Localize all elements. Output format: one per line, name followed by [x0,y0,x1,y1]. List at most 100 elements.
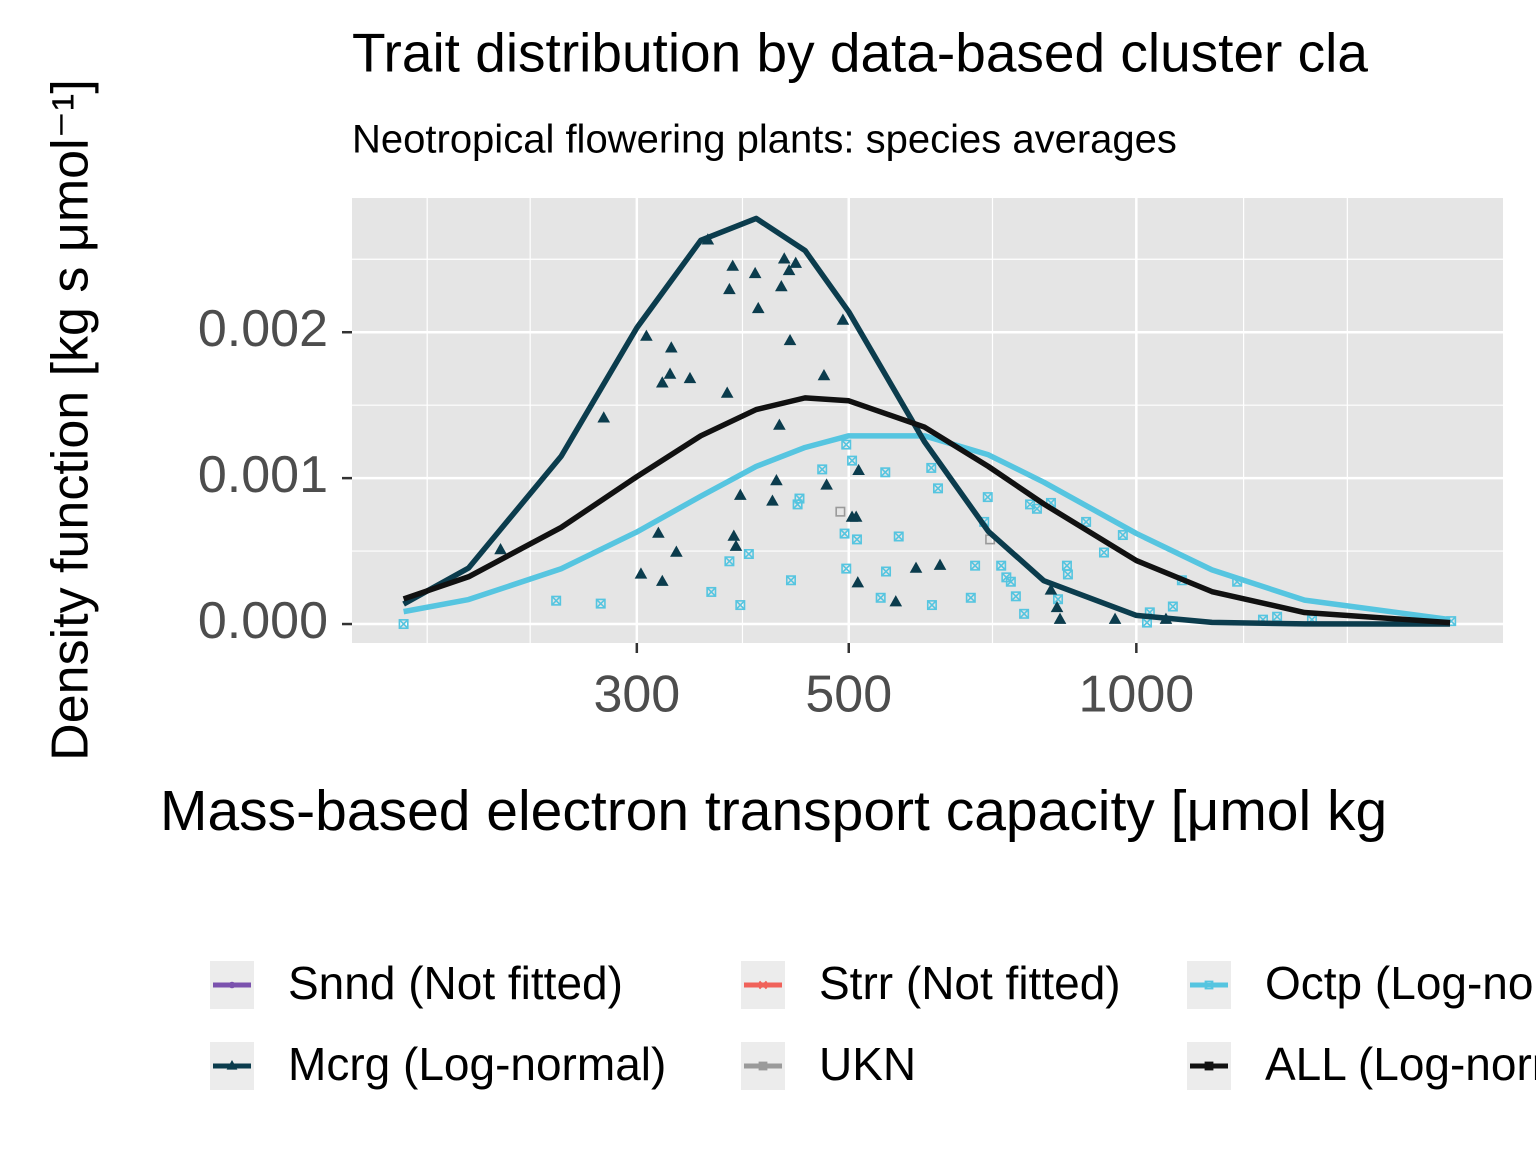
point [398,619,409,630]
legend-label: UKN [819,1038,916,1090]
marker-part [1011,591,1021,602]
point [1098,547,1109,558]
point [792,499,803,510]
point [841,563,852,574]
marker-part [1053,612,1067,624]
legend-item: Mcrg (Log-normal) [210,1038,666,1090]
point [1005,576,1016,587]
marker-part [226,1060,238,1070]
marker-part [1019,608,1030,619]
marker-part [820,478,833,490]
legend-item: UKN [741,1038,916,1090]
point [724,556,735,567]
marker-part [889,595,903,607]
marker-part [847,455,857,466]
marker-part [851,534,862,545]
y-tick-label: 0.002 [198,300,328,358]
marker-part [734,488,747,500]
point [1062,569,1073,580]
x-tick-label: 1000 [1078,666,1194,724]
marker-part [835,506,846,517]
marker-part [652,526,665,538]
marker-part [706,586,717,597]
marker-part [228,981,236,989]
point [926,600,937,611]
marker-part [782,263,796,276]
marker-part [726,259,740,271]
marker-part [1108,612,1122,624]
marker-part [724,556,735,567]
point [1204,1061,1214,1071]
point [727,529,741,541]
marker-part [792,499,803,510]
marker-part [1044,583,1058,595]
marker-part [880,467,891,478]
point [970,560,981,571]
marker-part [770,474,783,486]
point [933,483,944,494]
marker-part [1117,530,1128,541]
point [1044,583,1058,595]
marker-part [1204,1061,1214,1071]
point [1031,503,1042,514]
marker-part [727,529,741,541]
marker-part [766,494,779,506]
point [785,575,796,586]
point [729,539,743,551]
point [494,543,507,555]
point [775,280,788,292]
point [851,576,865,588]
point [751,301,765,314]
marker-part [933,483,944,494]
marker-part [1168,601,1178,612]
point [881,566,892,577]
marker-part [744,549,754,559]
marker-part [1032,504,1042,514]
marker-part [758,980,768,990]
legend-label: Snnd (Not fitted) [288,957,623,1009]
point [595,598,606,609]
point [875,592,886,603]
legend-item: ALL (Log-normal) [1187,1038,1536,1090]
marker-part [982,492,993,503]
marker-part [839,528,850,539]
point [640,329,653,341]
marker-part [847,455,858,466]
marker-part [670,545,683,557]
marker-part [927,600,937,610]
point [743,548,754,559]
point [782,263,796,276]
marker-part [786,575,796,586]
marker-part [683,371,697,384]
point [597,411,611,423]
legend-label: ALL (Log-normal) [1265,1038,1536,1090]
point [758,1061,768,1071]
marker-part [1006,576,1016,587]
marker-part [926,463,937,473]
marker-part [655,574,669,586]
marker-part [1053,594,1063,604]
point [1050,600,1064,613]
marker-part [996,560,1007,571]
marker-part [634,567,648,579]
marker-part [836,313,850,325]
marker-part [1010,591,1021,602]
point [847,455,858,466]
marker-part [881,566,892,577]
point [889,595,903,607]
marker-part [748,266,762,279]
point [683,371,697,384]
chart-subtitle: Neotropical flowering plants: species av… [352,118,1177,162]
point [1108,612,1122,624]
chart-title: Trait distribution by data-based cluster… [352,22,1368,84]
marker-part [640,329,653,341]
point [1010,591,1021,602]
marker-part [926,462,937,473]
point [655,574,669,586]
marker-part [783,333,797,346]
marker-part [841,439,852,450]
marker-part [1204,980,1214,990]
point [652,526,665,538]
point [817,369,831,381]
point [909,561,923,573]
